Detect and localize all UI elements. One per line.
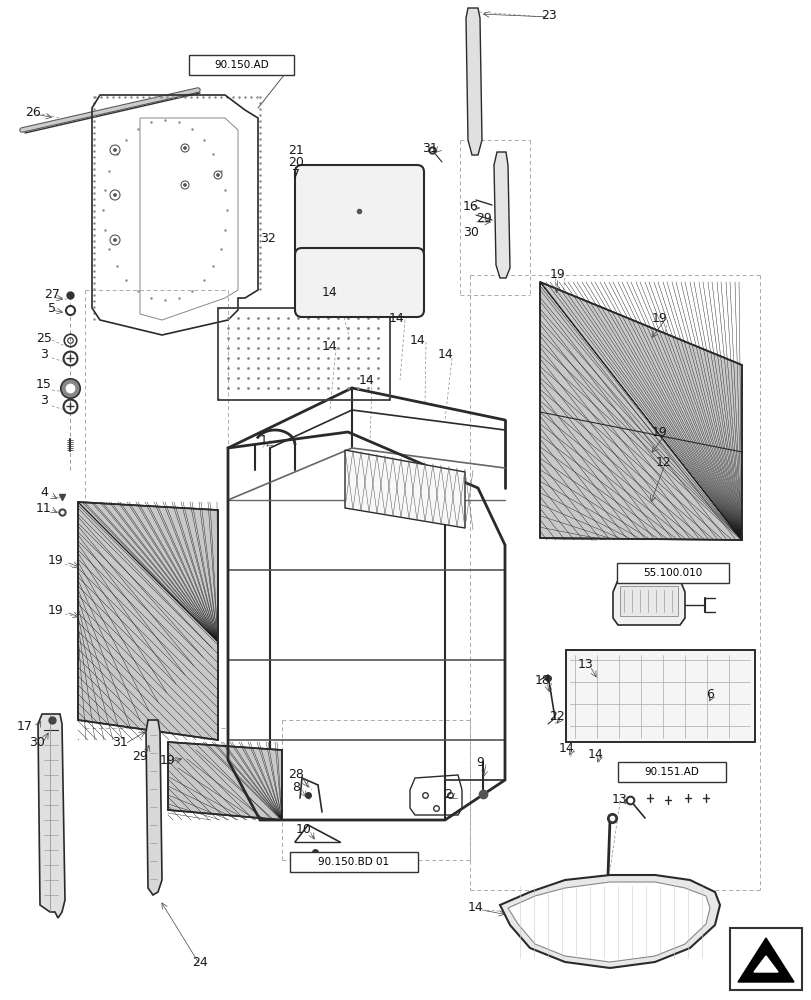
Polygon shape (753, 956, 777, 972)
Bar (217, 308, 389, 400)
Text: 28: 28 (288, 768, 303, 781)
Text: 14: 14 (322, 340, 337, 353)
Text: 17: 17 (17, 720, 33, 732)
Text: 90.150.BD 01: 90.150.BD 01 (318, 857, 389, 867)
Bar (616, 563, 728, 583)
Text: 14: 14 (468, 901, 483, 914)
Circle shape (114, 194, 116, 196)
Text: 23: 23 (540, 9, 556, 22)
Text: 14: 14 (559, 742, 574, 754)
Polygon shape (612, 580, 684, 625)
Text: 19: 19 (651, 312, 667, 324)
Bar (565, 650, 754, 742)
Text: 16: 16 (462, 200, 478, 213)
Polygon shape (78, 502, 217, 740)
Text: 20: 20 (288, 156, 303, 169)
Text: 19: 19 (48, 603, 64, 616)
Bar (617, 762, 725, 782)
Text: 90.151.AD: 90.151.AD (644, 767, 698, 777)
Circle shape (114, 149, 116, 152)
Text: 14: 14 (322, 286, 337, 298)
Text: 14: 14 (388, 312, 405, 324)
Text: 29: 29 (475, 213, 491, 226)
Polygon shape (539, 282, 741, 540)
Circle shape (114, 238, 116, 241)
Text: 21: 21 (288, 144, 303, 157)
Circle shape (217, 174, 219, 177)
Text: 3: 3 (40, 348, 48, 360)
Circle shape (183, 184, 187, 187)
Text: 14: 14 (587, 748, 603, 760)
Text: 14: 14 (358, 373, 375, 386)
Polygon shape (508, 882, 709, 962)
Text: 1: 1 (260, 434, 268, 446)
Polygon shape (146, 720, 162, 895)
FancyBboxPatch shape (294, 248, 423, 317)
Circle shape (183, 147, 187, 150)
Text: 4: 4 (40, 486, 48, 498)
Text: 9: 9 (475, 756, 483, 768)
Text: 14: 14 (410, 334, 425, 347)
Text: 90.150.AD: 90.150.AD (214, 60, 268, 70)
Polygon shape (493, 152, 509, 278)
Text: 13: 13 (577, 658, 593, 670)
Bar (565, 650, 754, 742)
Text: 31: 31 (112, 736, 127, 748)
Text: 31: 31 (422, 142, 437, 155)
FancyBboxPatch shape (294, 165, 423, 257)
Text: 22: 22 (548, 710, 564, 722)
Bar (729, 928, 801, 990)
Text: 3: 3 (40, 394, 48, 408)
Text: 19: 19 (48, 554, 64, 566)
Bar (620, 586, 677, 616)
Text: 29: 29 (132, 750, 148, 762)
Text: 2: 2 (444, 788, 452, 801)
Text: 7: 7 (292, 168, 299, 181)
Text: 15: 15 (36, 378, 52, 391)
Polygon shape (345, 450, 465, 528)
Polygon shape (737, 938, 793, 982)
Text: 19: 19 (160, 754, 176, 766)
Text: 24: 24 (192, 956, 208, 969)
Text: 30: 30 (462, 226, 478, 238)
Text: 5: 5 (48, 302, 56, 314)
Text: 8: 8 (292, 781, 299, 794)
Polygon shape (38, 714, 65, 918)
Polygon shape (500, 875, 719, 968)
Text: 11: 11 (36, 502, 52, 514)
Text: 32: 32 (260, 232, 276, 244)
Text: 14: 14 (438, 349, 453, 361)
Text: 18: 18 (534, 674, 550, 686)
Polygon shape (466, 8, 482, 155)
Text: 6: 6 (706, 688, 713, 700)
Text: 30: 30 (29, 736, 45, 748)
Bar (290, 852, 418, 872)
Text: 25: 25 (36, 332, 52, 344)
Text: 19: 19 (549, 268, 565, 282)
Text: 26: 26 (25, 106, 41, 119)
Text: 10: 10 (296, 823, 311, 836)
Text: 19: 19 (651, 426, 667, 438)
Text: 55.100.010: 55.100.010 (642, 568, 702, 578)
Text: 13: 13 (611, 793, 627, 806)
Bar (189, 55, 294, 75)
Polygon shape (168, 742, 281, 820)
Text: 27: 27 (44, 288, 60, 302)
Text: 12: 12 (655, 456, 671, 468)
